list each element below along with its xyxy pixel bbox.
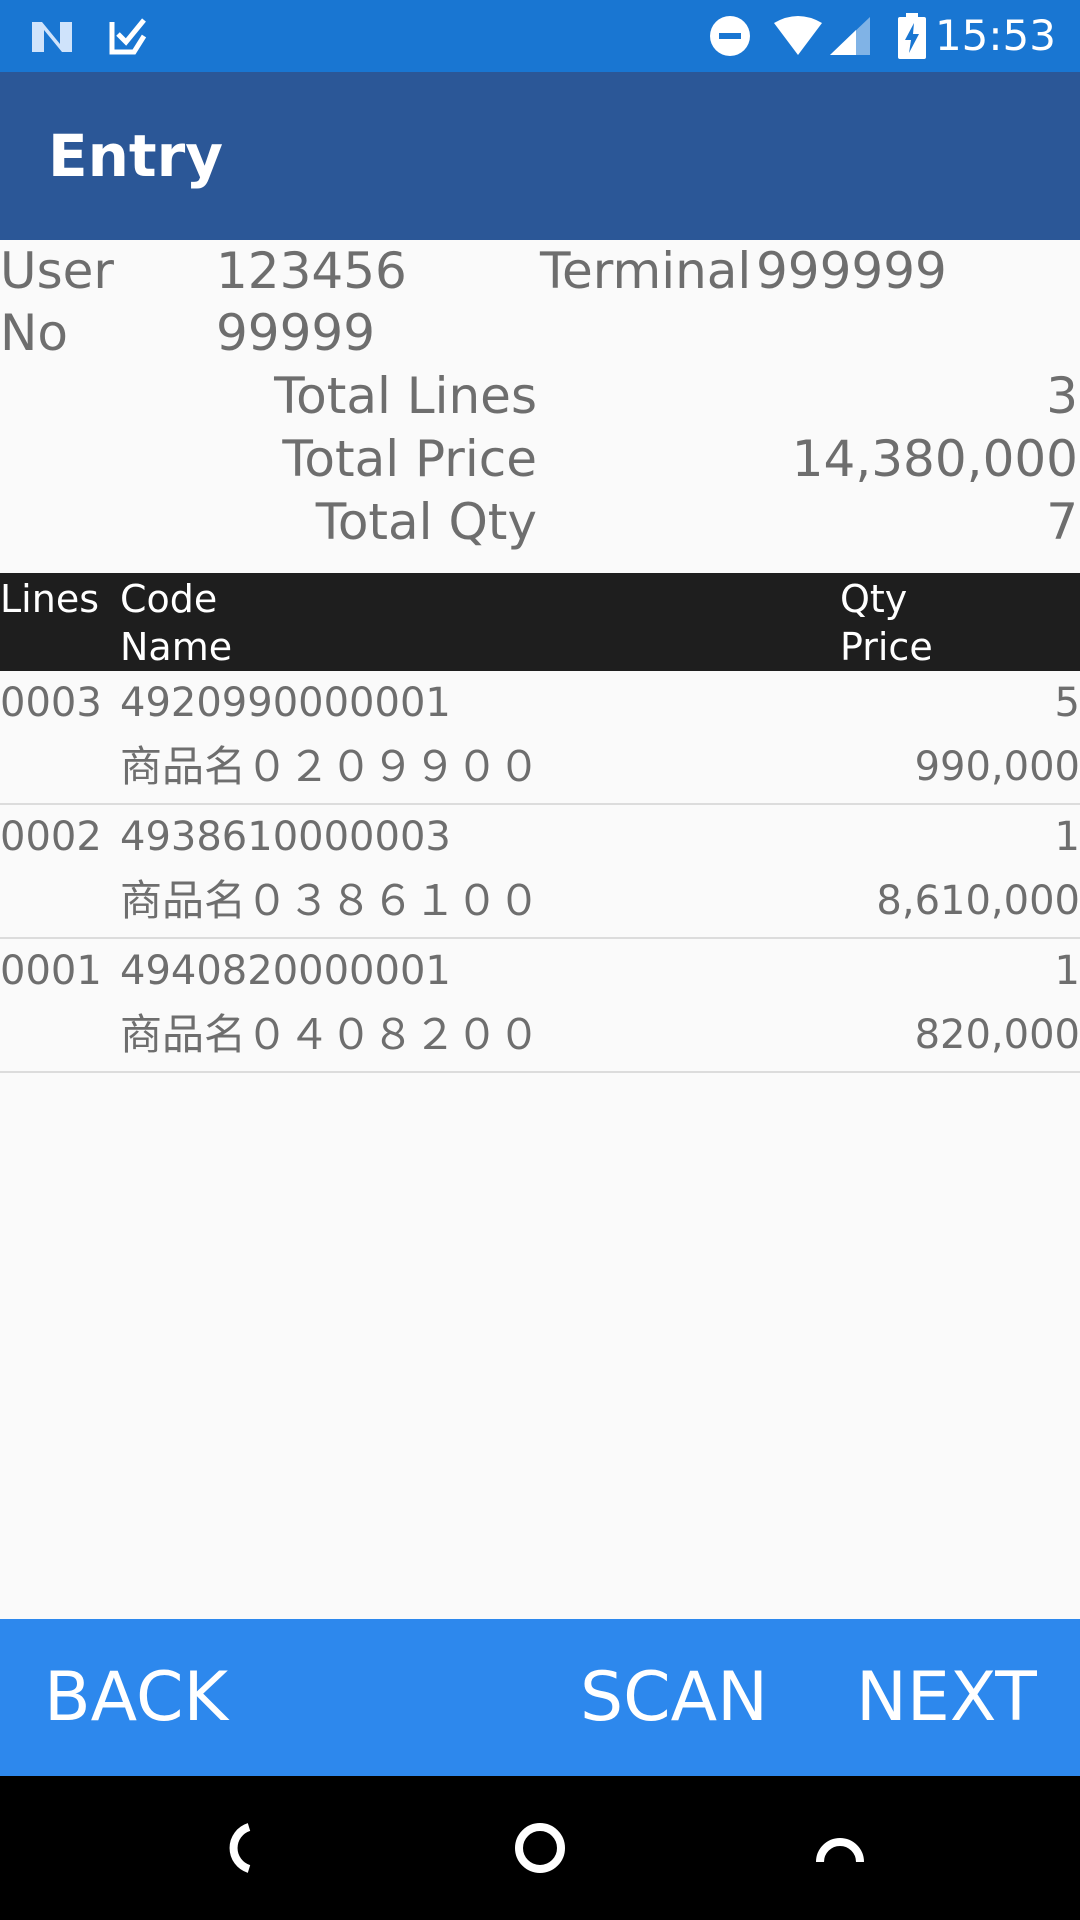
row-code: 4938610000003 [120,814,451,860]
row-name: 商品名０３８６１００ [120,876,541,925]
total-price-label: Total Price [282,430,537,488]
total-qty-label: Total Qty [315,493,537,551]
row-price: 990,000 [914,744,1080,790]
status-bar: 15:53 [0,0,1080,72]
row-qty: 5 [1054,680,1080,726]
summary-panel: User 123456 Terminal 999999 No 99999 Tot… [0,240,1080,573]
header-price: Price [840,625,933,669]
battery-charging-icon [898,0,926,72]
no-value: 99999 [216,304,376,362]
app-bar: Entry [0,72,1080,240]
n-logo-icon [30,0,76,72]
checkbox-icon [108,0,148,72]
table-header: Lines Code Name Qty Price [0,573,1080,671]
wifi-icon [772,0,824,72]
header-name: Name [120,625,233,669]
user-label: User [0,242,114,300]
row-qty: 1 [1054,814,1080,860]
total-lines-label: Total Lines [274,367,537,425]
row-price: 820,000 [914,1012,1080,1058]
user-value: 123456 [216,242,407,300]
header-qty: Qty [840,577,908,621]
row-line: 0001 [0,948,102,994]
dnd-icon [708,0,752,72]
nav-recents-icon[interactable] [780,1776,900,1920]
table-row[interactable]: 0003 4920990000001 5 商品名０２０９９００ 990,000 [0,671,1080,805]
total-lines-value: 3 [1046,367,1078,425]
action-bar: BACK SCAN NEXT [0,1619,1080,1776]
system-nav-bar [0,1776,1080,1920]
row-name: 商品名０２０９９００ [120,742,541,791]
scan-button[interactable]: SCAN [580,1619,768,1776]
next-button[interactable]: NEXT [856,1619,1037,1776]
status-time: 15:53 [934,11,1056,60]
row-name: 商品名０４０８２００ [120,1010,541,1059]
nav-home-icon[interactable] [480,1776,600,1920]
back-button[interactable]: BACK [44,1619,228,1776]
nav-back-icon[interactable] [180,1776,300,1920]
page-title: Entry [48,122,224,190]
signal-icon [828,0,872,72]
header-code: Code [120,577,218,621]
terminal-value: 999999 [756,242,947,300]
total-price-value: 14,380,000 [791,430,1078,488]
no-label: No [0,304,68,362]
row-code: 4920990000001 [120,680,451,726]
row-line: 0003 [0,680,102,726]
entry-list: 0003 4920990000001 5 商品名０２０９９００ 990,000 … [0,671,1080,1073]
row-price: 8,610,000 [876,878,1080,924]
table-row[interactable]: 0002 4938610000003 1 商品名０３８６１００ 8,610,00… [0,805,1080,939]
header-lines: Lines [0,577,99,621]
terminal-label: Terminal [540,242,752,300]
table-row[interactable]: 0001 4940820000001 1 商品名０４０８２００ 820,000 [0,939,1080,1073]
row-line: 0002 [0,814,102,860]
row-qty: 1 [1054,948,1080,994]
total-qty-value: 7 [1046,493,1078,551]
row-code: 4940820000001 [120,948,451,994]
